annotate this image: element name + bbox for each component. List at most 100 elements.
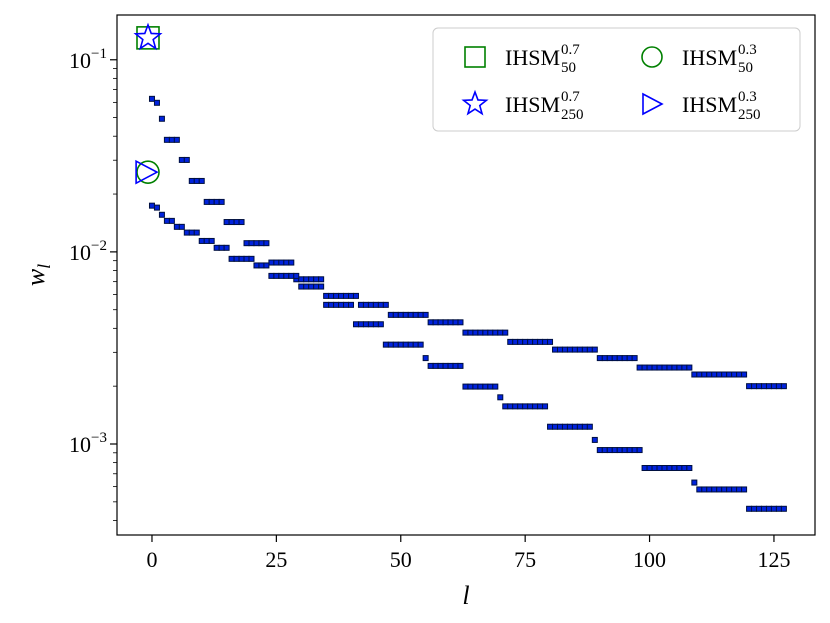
point xyxy=(601,447,608,454)
point xyxy=(666,364,673,371)
point xyxy=(467,383,474,390)
point xyxy=(303,283,310,290)
point xyxy=(288,259,295,266)
point xyxy=(362,321,369,328)
point xyxy=(158,115,165,122)
point xyxy=(148,95,155,102)
point xyxy=(646,364,653,371)
point xyxy=(278,259,285,266)
point xyxy=(193,177,200,184)
legend-sup: 0.3 xyxy=(738,89,757,105)
point xyxy=(731,371,738,378)
y-axis-label-main: w xyxy=(21,268,50,286)
point xyxy=(611,355,618,362)
y-tick-base: 10 xyxy=(69,240,91,265)
point xyxy=(556,423,563,430)
point xyxy=(631,447,638,454)
point xyxy=(706,371,713,378)
point xyxy=(203,198,210,205)
point xyxy=(641,465,648,472)
point xyxy=(492,329,499,336)
marker-triangle xyxy=(135,159,159,185)
point xyxy=(532,403,539,410)
point xyxy=(213,198,220,205)
point xyxy=(402,341,409,348)
point xyxy=(382,341,389,348)
point xyxy=(507,338,514,345)
point xyxy=(308,276,315,283)
point xyxy=(248,240,255,247)
point xyxy=(263,262,270,269)
point xyxy=(656,465,663,472)
point xyxy=(611,447,618,454)
point xyxy=(442,319,449,326)
legend-sub: 50 xyxy=(738,60,753,76)
point xyxy=(636,364,643,371)
point xyxy=(591,346,598,353)
point xyxy=(437,362,444,369)
y-tick-label: 10−3 xyxy=(69,430,107,457)
point xyxy=(208,237,215,244)
point xyxy=(626,355,633,362)
marker-star xyxy=(133,22,163,51)
x-tick-label: 75 xyxy=(514,547,536,572)
point xyxy=(313,276,320,283)
legend-sub: 250 xyxy=(738,107,761,123)
point xyxy=(547,423,554,430)
legend-label: IHSM0.7 50 xyxy=(505,42,580,76)
legend-label: IHSM0.7 250 xyxy=(505,89,584,123)
point xyxy=(392,311,399,318)
point xyxy=(497,329,504,336)
point xyxy=(218,198,225,205)
legend-label: IHSM0.3 50 xyxy=(682,42,757,76)
point xyxy=(571,423,578,430)
point xyxy=(661,364,668,371)
point xyxy=(731,486,738,493)
point xyxy=(746,383,753,390)
point xyxy=(711,371,718,378)
point xyxy=(775,383,782,390)
point xyxy=(601,355,608,362)
point xyxy=(497,394,504,401)
point xyxy=(721,486,728,493)
point xyxy=(178,223,185,230)
point xyxy=(492,383,499,390)
y-tick-label: 10−2 xyxy=(69,238,107,265)
point xyxy=(507,403,514,410)
point xyxy=(621,355,628,362)
point xyxy=(168,136,175,143)
point xyxy=(432,362,439,369)
point xyxy=(357,301,364,308)
point xyxy=(427,319,434,326)
point xyxy=(303,276,310,283)
point xyxy=(228,219,235,226)
point xyxy=(651,364,658,371)
point xyxy=(552,423,559,430)
point xyxy=(566,423,573,430)
point xyxy=(686,364,693,371)
point xyxy=(372,321,379,328)
legend-name: IHSM xyxy=(682,45,737,70)
point xyxy=(348,292,355,299)
point xyxy=(328,301,335,308)
point xyxy=(372,301,379,308)
point xyxy=(462,383,469,390)
legend-label: IHSM0.3 250 xyxy=(682,89,761,123)
point xyxy=(561,423,568,430)
point xyxy=(273,272,280,279)
point xyxy=(233,219,240,226)
point xyxy=(477,383,484,390)
point xyxy=(153,204,160,211)
point xyxy=(218,244,225,251)
point xyxy=(158,211,165,218)
point xyxy=(502,403,509,410)
point xyxy=(676,364,683,371)
point xyxy=(427,362,434,369)
point xyxy=(338,292,345,299)
point xyxy=(691,479,698,486)
point xyxy=(586,423,593,430)
marker-square xyxy=(464,46,486,68)
point xyxy=(308,283,315,290)
point xyxy=(243,255,250,262)
point xyxy=(258,240,265,247)
